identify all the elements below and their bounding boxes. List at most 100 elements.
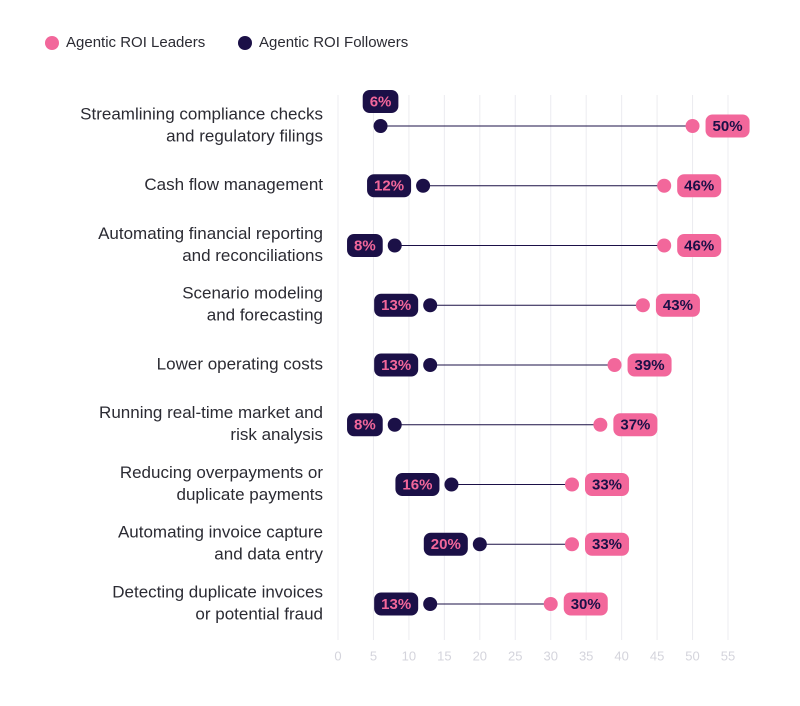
category-label: or potential fraud bbox=[195, 604, 323, 623]
category-label: Reducing overpayments or bbox=[120, 463, 324, 482]
value-label: 46% bbox=[677, 174, 722, 198]
value-label-bg bbox=[677, 234, 722, 257]
value-label: 39% bbox=[627, 353, 672, 377]
value-label: 8% bbox=[347, 413, 383, 437]
legend-marker bbox=[238, 36, 252, 50]
value-label: 13% bbox=[374, 592, 419, 616]
legend-marker bbox=[45, 36, 59, 50]
value-label-bg bbox=[367, 174, 412, 198]
category-label: Cash flow management bbox=[144, 175, 323, 194]
value-label-text: 50% bbox=[713, 118, 743, 135]
value-label: 37% bbox=[613, 413, 658, 437]
value-label-bg bbox=[374, 353, 419, 377]
x-tick-label: 30 bbox=[543, 648, 557, 663]
value-label-text: 8% bbox=[354, 417, 376, 434]
x-tick-label: 55 bbox=[721, 648, 735, 663]
value-label-bg bbox=[563, 592, 608, 616]
dot bbox=[657, 238, 672, 253]
value-label-bg bbox=[374, 293, 419, 317]
category-label: Lower operating costs bbox=[157, 354, 323, 373]
value-label-text: 13% bbox=[381, 596, 411, 613]
value-label-bg bbox=[705, 114, 750, 138]
value-label-text: 46% bbox=[684, 237, 714, 254]
value-label: 33% bbox=[585, 473, 630, 496]
x-tick-label: 50 bbox=[685, 648, 699, 663]
dot bbox=[387, 417, 402, 432]
value-label-bg bbox=[613, 413, 658, 437]
category-label: risk analysis bbox=[230, 425, 323, 444]
dot bbox=[423, 597, 438, 611]
value-label-text: 33% bbox=[592, 536, 622, 553]
x-tick-label: 25 bbox=[508, 648, 522, 663]
value-label: 12% bbox=[367, 174, 412, 198]
value-label: 20% bbox=[423, 532, 468, 556]
value-label: 50% bbox=[705, 114, 750, 138]
x-tick-label: 0 bbox=[334, 648, 341, 663]
dot bbox=[423, 358, 438, 372]
category-label: Streamlining compliance checks bbox=[80, 104, 323, 123]
value-label-text: 43% bbox=[663, 297, 693, 314]
value-label: 13% bbox=[374, 293, 419, 317]
value-label: 8% bbox=[347, 234, 383, 257]
category-label: Scenario modeling bbox=[182, 284, 323, 303]
value-label-bg bbox=[395, 473, 440, 496]
value-label-bg bbox=[347, 234, 383, 257]
x-tick-label: 5 bbox=[370, 648, 377, 663]
category-label: and forecasting bbox=[207, 306, 323, 325]
value-label: 13% bbox=[374, 353, 419, 377]
value-label-text: 39% bbox=[635, 357, 665, 374]
dot bbox=[472, 537, 487, 552]
value-label: 6% bbox=[362, 90, 399, 113]
value-label-bg bbox=[585, 532, 630, 556]
legend-label: Agentic ROI Leaders bbox=[66, 34, 205, 51]
x-tick-label: 15 bbox=[437, 648, 451, 663]
category-label: and data entry bbox=[214, 545, 323, 564]
value-label-bg bbox=[374, 592, 419, 616]
value-label-bg bbox=[627, 353, 672, 377]
value-label-text: 6% bbox=[370, 93, 392, 110]
category-label: Detecting duplicate invoices bbox=[112, 582, 323, 601]
value-label-bg bbox=[585, 473, 630, 496]
value-label-text: 46% bbox=[684, 178, 714, 195]
value-label-bg bbox=[423, 532, 468, 556]
x-tick-label: 10 bbox=[402, 648, 416, 663]
dot bbox=[387, 238, 402, 253]
category-label: duplicate payments bbox=[177, 485, 323, 504]
dot bbox=[635, 298, 650, 313]
value-label-text: 30% bbox=[571, 596, 601, 613]
category-label: and reconciliations bbox=[182, 246, 323, 265]
value-label: 46% bbox=[677, 234, 722, 257]
value-label-text: 20% bbox=[431, 536, 461, 553]
dot bbox=[416, 178, 431, 193]
value-label-text: 33% bbox=[592, 476, 622, 493]
category-label: Automating financial reporting bbox=[98, 224, 323, 243]
x-tick-label: 45 bbox=[650, 648, 664, 663]
dot bbox=[607, 358, 622, 372]
value-label-bg bbox=[347, 413, 383, 437]
dot bbox=[373, 119, 388, 133]
dot bbox=[444, 477, 459, 492]
category-label: Running real-time market and bbox=[99, 403, 323, 422]
x-tick-label: 20 bbox=[473, 648, 487, 663]
value-label: 33% bbox=[585, 532, 630, 556]
value-label-text: 16% bbox=[402, 476, 432, 493]
value-label-text: 37% bbox=[620, 417, 650, 434]
value-label-text: 8% bbox=[354, 237, 376, 254]
value-label-bg bbox=[677, 174, 722, 198]
value-label-bg bbox=[655, 293, 700, 317]
dot bbox=[657, 178, 672, 193]
category-label: and regulatory filings bbox=[166, 126, 323, 145]
value-label: 16% bbox=[395, 473, 440, 496]
x-tick-label: 40 bbox=[614, 648, 628, 663]
value-label-text: 13% bbox=[381, 357, 411, 374]
dot bbox=[565, 537, 579, 552]
dot bbox=[593, 417, 608, 432]
value-label: 43% bbox=[655, 293, 700, 317]
value-label: 30% bbox=[563, 592, 608, 616]
value-label-text: 12% bbox=[374, 178, 404, 195]
legend-label: Agentic ROI Followers bbox=[259, 34, 408, 51]
dot bbox=[543, 597, 558, 611]
dot bbox=[565, 477, 579, 492]
dot bbox=[685, 119, 700, 133]
